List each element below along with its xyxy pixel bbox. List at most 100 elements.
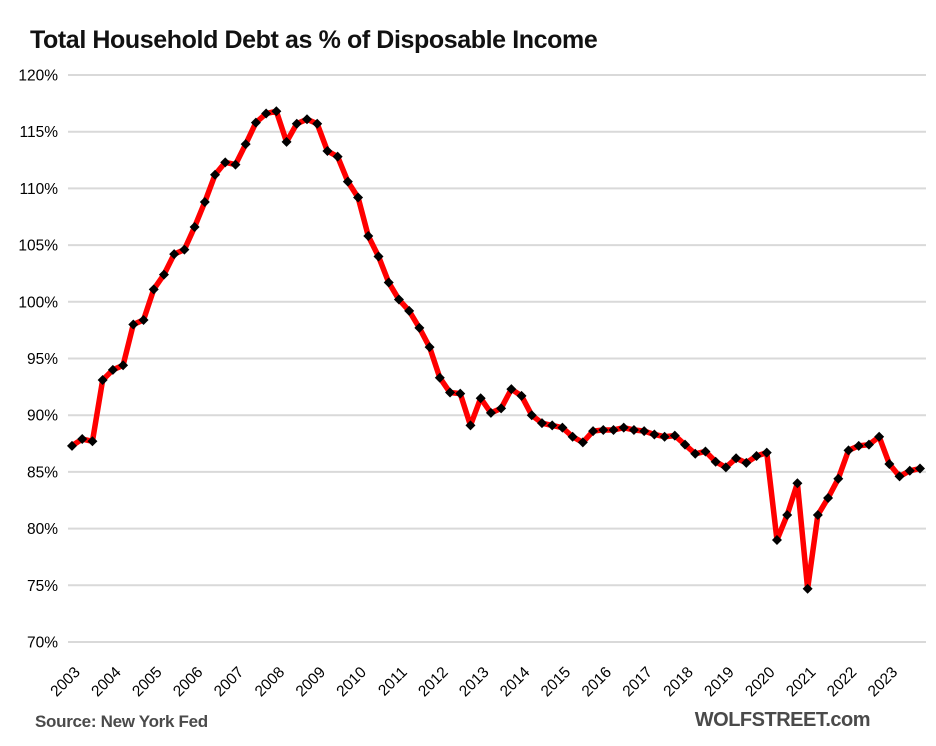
x-tick-label: 2004 <box>88 664 125 701</box>
data-point-marker <box>915 463 926 474</box>
data-point-marker <box>301 114 312 125</box>
data-point-marker <box>782 509 793 520</box>
data-point-marker <box>158 269 169 280</box>
chart-title: Total Household Debt as % of Disposable … <box>30 26 598 54</box>
data-point-marker <box>87 436 98 447</box>
data-point-marker <box>179 244 190 255</box>
data-point-marker <box>751 451 762 462</box>
x-tick-label: 2007 <box>211 664 247 700</box>
data-point-marker <box>720 462 731 473</box>
data-point-marker <box>904 465 915 476</box>
data-point-marker <box>731 453 742 464</box>
x-tick-label: 2017 <box>620 664 656 700</box>
data-point-marker <box>261 108 272 119</box>
source-attribution: Source: New York Fed <box>35 712 208 731</box>
data-point-marker <box>414 322 425 333</box>
data-point-marker <box>342 176 353 187</box>
data-point-marker <box>884 458 895 469</box>
data-point-marker <box>659 431 670 442</box>
data-point-marker <box>128 319 139 330</box>
data-point-marker <box>107 364 118 375</box>
data-point-marker <box>526 410 537 421</box>
data-point-marker <box>465 420 476 431</box>
data-point-marker <box>67 440 77 451</box>
data-point-marker <box>700 446 711 457</box>
data-point-marker <box>761 447 772 458</box>
x-tick-label: 2019 <box>701 664 737 700</box>
data-point-marker <box>383 277 394 288</box>
data-point-marker <box>363 231 374 242</box>
x-tick-label: 2005 <box>129 664 165 700</box>
data-point-marker <box>669 430 680 441</box>
data-point-marker <box>577 437 588 448</box>
debt-ratio-line <box>69 108 923 592</box>
data-point-marker <box>220 157 231 168</box>
data-point-marker <box>199 197 210 208</box>
data-point-marker <box>230 159 241 170</box>
y-tick-label: 95% <box>27 351 58 368</box>
x-tick-label: 2020 <box>742 664 779 701</box>
x-tick-label: 2022 <box>824 664 860 700</box>
data-point-marker <box>598 424 609 435</box>
y-tick-label: 120% <box>18 68 58 85</box>
data-point-marker <box>690 448 701 459</box>
data-point-marker <box>138 314 149 325</box>
x-tick-label: 2016 <box>579 664 615 700</box>
data-point-marker <box>680 439 691 450</box>
data-point-marker <box>77 434 88 445</box>
data-point-marker <box>874 431 885 442</box>
x-tick-label: 2012 <box>415 664 451 700</box>
y-tick-label: 75% <box>27 578 58 595</box>
data-point-marker <box>332 151 343 162</box>
data-point-marker <box>148 284 159 295</box>
x-tick-label: 2003 <box>47 664 83 700</box>
y-tick-label: 80% <box>27 521 58 538</box>
data-point-marker <box>322 145 333 156</box>
data-point-marker <box>628 424 639 435</box>
wolfstreet-brand: WOLFSTREET.com <box>694 709 871 731</box>
x-tick-label: 2014 <box>497 664 534 701</box>
x-tick-label: 2008 <box>252 664 288 700</box>
data-point-marker <box>455 388 466 399</box>
data-point-marker <box>547 420 558 431</box>
data-point-marker <box>434 372 445 383</box>
data-point-marker <box>353 192 364 203</box>
data-point-marker <box>608 424 619 435</box>
y-tick-label: 115% <box>20 124 59 141</box>
data-point-marker <box>536 418 547 429</box>
x-tick-label: 2010 <box>333 664 370 701</box>
data-point-marker <box>118 360 129 371</box>
data-point-marker <box>771 534 782 545</box>
data-point-marker <box>710 456 721 467</box>
x-tick-label: 2011 <box>375 664 411 700</box>
data-point-marker <box>404 305 415 316</box>
data-point-marker <box>557 422 568 433</box>
data-point-marker <box>812 509 823 520</box>
data-point-marker <box>475 393 486 404</box>
data-point-marker <box>639 426 650 437</box>
x-tick-label: 2018 <box>660 664 696 700</box>
y-tick-label: 70% <box>27 635 58 652</box>
data-point-marker <box>291 118 302 129</box>
data-point-marker <box>843 445 854 456</box>
x-tick-label: 2023 <box>865 664 901 700</box>
data-point-marker <box>281 136 292 147</box>
y-tick-label: 110% <box>20 181 59 198</box>
data-point-marker <box>169 249 180 260</box>
data-point-marker <box>271 106 282 117</box>
data-point-marker <box>424 342 435 353</box>
data-point-marker <box>802 583 813 594</box>
data-point-marker <box>567 431 578 442</box>
data-point-marker <box>506 384 517 395</box>
x-tick-label: 2009 <box>293 664 329 700</box>
data-point-marker <box>496 403 507 414</box>
data-point-marker <box>312 118 323 129</box>
data-point-marker <box>741 457 752 468</box>
data-point-marker <box>649 429 660 440</box>
y-tick-label: 100% <box>18 294 58 311</box>
x-tick-label: 2013 <box>456 664 492 700</box>
data-point-marker <box>588 426 599 437</box>
data-point-marker <box>445 387 456 398</box>
x-tick-label: 2015 <box>538 664 574 700</box>
